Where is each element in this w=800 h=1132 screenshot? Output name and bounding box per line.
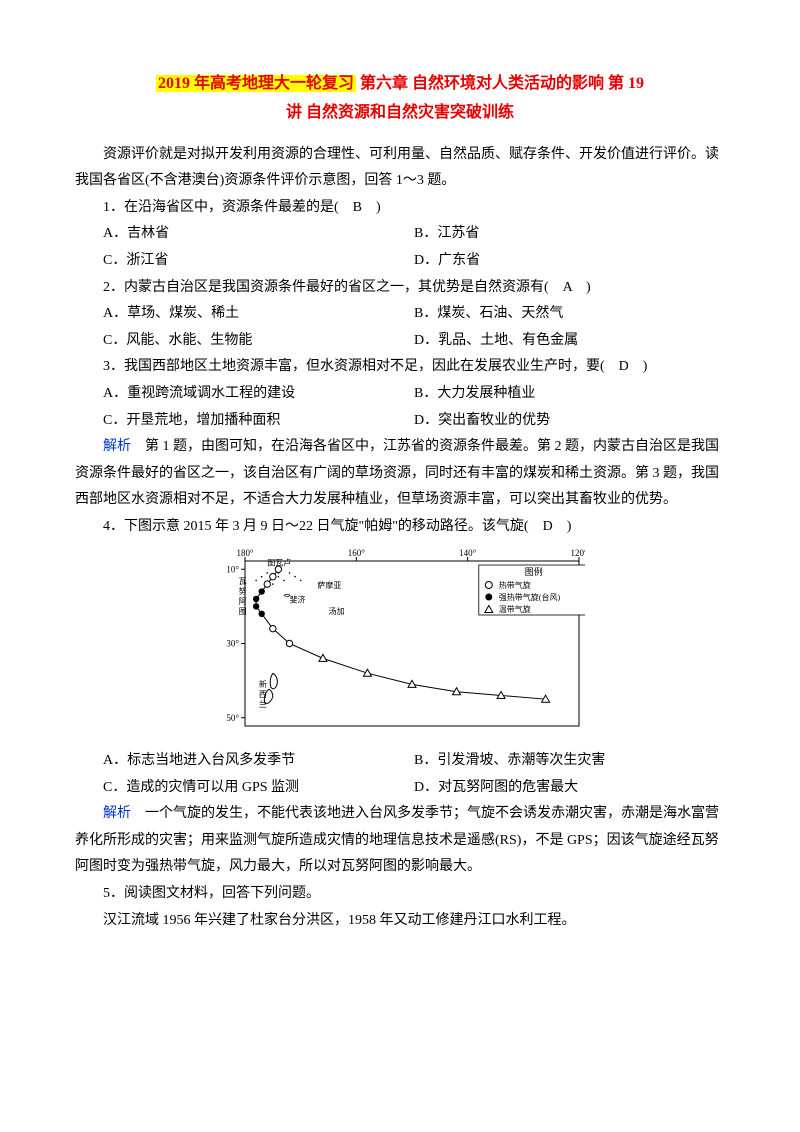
svg-text:兰: 兰 [259, 699, 267, 709]
q5-stem: 5．阅读图文材料，回答下列问题。 [75, 881, 725, 908]
q4-opt-a: A．标志当地进入台风多发季节 [103, 748, 414, 775]
svg-text:图例: 图例 [525, 566, 543, 577]
svg-text:萨摩亚: 萨摩亚 [317, 579, 341, 589]
svg-text:斐济: 斐济 [290, 594, 306, 604]
analysis-2-text: 一个气旋的发生，不能代表该地进入台风多发季节；气旋不会诱发赤潮灾害，赤潮是海水富… [75, 806, 719, 874]
q1-stem: 1．在沿海省区中，资源条件最差的是( B ) [75, 195, 725, 222]
q2-stem: 2．内蒙古自治区是我国资源条件最好的省区之一，其优势是自然资源有( A ) [75, 275, 725, 302]
q1-opts-row2: C．浙江省 D．广东省 [75, 248, 725, 275]
svg-text:热带气旋: 热带气旋 [499, 580, 531, 590]
svg-text:汤加: 汤加 [329, 605, 345, 615]
q4-opt-b: B．引发滑坡、赤潮等次生灾害 [414, 748, 725, 775]
cyclone-map-svg: 180° 160° 140° 120° 10° 30° 50° 图例热带气旋强热带气旋(台风)… [215, 547, 585, 732]
cyclone-map-figure: 180° 160° 140° 120° 10° 30° 50° 图例热带气旋强热带气旋(台风)… [75, 547, 725, 743]
q4-opt-c: C．造成的灾情可以用 GPS 监测 [103, 775, 414, 802]
q1-opts-row1: A．吉林省 B．江苏省 [75, 221, 725, 248]
q5-text: 汉江流域 1956 年兴建了杜家台分洪区，1958 年又动工修建丹江口水利工程。 [75, 908, 725, 935]
svg-text:新: 新 [259, 679, 267, 689]
svg-text:30°: 30° [226, 638, 239, 648]
q2-opt-b: B．煤炭、石油、天然气 [414, 301, 725, 328]
q4-opt-d: D．对瓦努阿图的危害最大 [414, 775, 725, 802]
q4-stem: 4．下图示意 2015 年 3 月 9 日～22 日气旋"帕姆"的移动路径。该气… [75, 514, 725, 541]
q1-opt-c: C．浙江省 [103, 248, 414, 275]
analysis-1-label: 解析 [103, 439, 131, 454]
q3-opts-row2: C．开垦荒地，增加播种面积 D．突出畜牧业的优势 [75, 408, 725, 435]
q2-opt-d: D．乳品、土地、有色金属 [414, 328, 725, 355]
svg-text:西: 西 [259, 690, 267, 699]
q2-opt-c: C．风能、水能、生物能 [103, 328, 414, 355]
q3-opt-c: C．开垦荒地，增加播种面积 [103, 408, 414, 435]
q3-stem: 3．我国西部地区土地资源丰富，但水资源相对不足，因此在发展农业生产时，要( D … [75, 354, 725, 381]
svg-text:强热带气旋(台风): 强热带气旋(台风) [499, 592, 561, 602]
svg-text:180°: 180° [236, 548, 254, 558]
svg-text:50°: 50° [226, 712, 239, 722]
doc-title-line2: 讲 自然资源和自然灾害突破训练 [75, 99, 725, 128]
q1-opt-a: A．吉林省 [103, 221, 414, 248]
svg-text:120°: 120° [570, 548, 585, 558]
svg-text:努: 努 [239, 586, 247, 596]
q2-opts-row2: C．风能、水能、生物能 D．乳品、土地、有色金属 [75, 328, 725, 355]
q4-opts-row2: C．造成的灾情可以用 GPS 监测 D．对瓦努阿图的危害最大 [75, 775, 725, 802]
title-highlight: 2019 年高考地理大一轮复习 [156, 75, 356, 92]
doc-title-line1: 2019 年高考地理大一轮复习 第六章 自然环境对人类活动的影响 第 19 [75, 70, 725, 99]
svg-text:图: 图 [239, 607, 247, 616]
q3-opt-a: A．重视跨流域调水工程的建设 [103, 381, 414, 408]
svg-text:瓦: 瓦 [239, 577, 247, 586]
q3-opts-row1: A．重视跨流域调水工程的建设 B．大力发展种植业 [75, 381, 725, 408]
analysis-1-text: 第 1 题，由图可知，在沿海各省区中，江苏省的资源条件最差。第 2 题，内蒙古自… [75, 439, 719, 507]
q1-opt-d: D．广东省 [414, 248, 725, 275]
svg-text:温带气旋: 温带气旋 [499, 604, 531, 614]
analysis-2: 解析 一个气旋的发生，不能代表该地进入台风多发季节；气旋不会诱发赤潮灾害，赤潮是… [75, 801, 725, 881]
q1-opt-b: B．江苏省 [414, 221, 725, 248]
intro-paragraph: 资源评价就是对拟开发利用资源的合理性、可利用量、自然品质、赋存条件、开发价值进行… [75, 142, 725, 195]
svg-text:160°: 160° [348, 548, 366, 558]
svg-text:140°: 140° [459, 548, 477, 558]
q3-opt-d: D．突出畜牧业的优势 [414, 408, 725, 435]
q2-opts-row1: A．草场、煤炭、稀土 B．煤炭、石油、天然气 [75, 301, 725, 328]
svg-text:10°: 10° [226, 564, 239, 574]
q4-opts-row1: A．标志当地进入台风多发季节 B．引发滑坡、赤潮等次生灾害 [75, 748, 725, 775]
title-rest: 第六章 自然环境对人类活动的影响 第 19 [356, 75, 644, 92]
svg-text:阿: 阿 [239, 597, 247, 606]
q2-opt-a: A．草场、煤炭、稀土 [103, 301, 414, 328]
analysis-2-label: 解析 [103, 806, 131, 821]
q3-opt-b: B．大力发展种植业 [414, 381, 725, 408]
analysis-1: 解析 第 1 题，由图可知，在沿海各省区中，江苏省的资源条件最差。第 2 题，内… [75, 434, 725, 514]
